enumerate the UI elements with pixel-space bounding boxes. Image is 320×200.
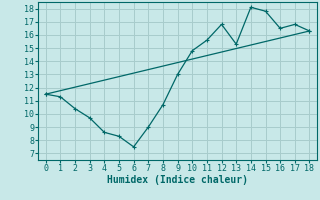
X-axis label: Humidex (Indice chaleur): Humidex (Indice chaleur)	[107, 175, 248, 185]
